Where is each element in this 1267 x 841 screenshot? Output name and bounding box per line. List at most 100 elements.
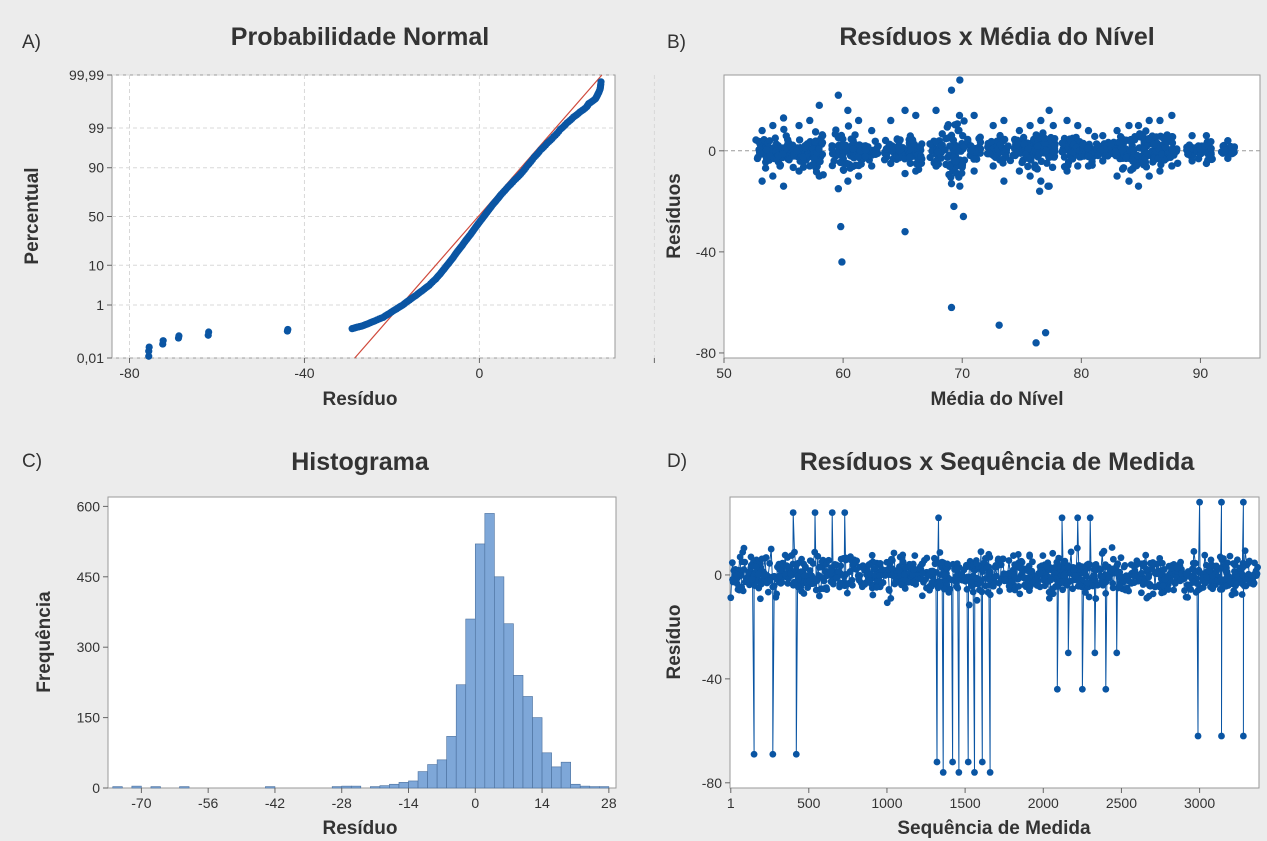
panel-d-point — [1184, 581, 1191, 589]
panel-b-xtick-label: 70 — [954, 365, 970, 381]
panel-c-bar — [579, 785, 591, 789]
panel-b-point — [799, 153, 807, 161]
panel-d-point — [1196, 498, 1203, 506]
panel-d-point — [963, 585, 971, 593]
panel-b-point — [967, 146, 976, 155]
panel-d-point — [1074, 514, 1082, 522]
panel-d-point — [815, 592, 823, 600]
panel-b-point — [771, 134, 779, 142]
panel-b-point — [779, 182, 788, 190]
panel-d-xtick-label: 1500 — [950, 795, 981, 811]
panel-b-point — [1040, 134, 1049, 143]
panel-d-point — [876, 572, 883, 580]
panel-d-point — [729, 578, 737, 586]
panel-b-point — [1207, 144, 1215, 153]
panel-a-point — [556, 125, 564, 133]
panel-d-point — [1181, 587, 1188, 594]
panel-d-label: D) — [667, 451, 687, 472]
panel-b-point — [782, 132, 790, 140]
panel-b-point — [1048, 163, 1057, 172]
panel-d-point — [918, 592, 926, 600]
panel-b-point — [1125, 121, 1133, 130]
panel-a-point — [537, 146, 545, 154]
panel-d-point — [1194, 732, 1202, 740]
panel-b-point — [958, 169, 966, 177]
panel-b-point — [1064, 161, 1072, 170]
panel-b-point — [1134, 182, 1143, 190]
panel-b-point — [926, 153, 934, 162]
panel-b-point — [851, 131, 859, 139]
panel-a-point — [449, 254, 457, 262]
panel-d-point — [814, 552, 822, 560]
panel-d-point — [928, 579, 936, 587]
panel-b-point — [1004, 142, 1012, 150]
panel-b-point — [894, 142, 903, 150]
panel-d-point — [984, 588, 992, 596]
panel-d-point — [953, 560, 961, 568]
panel-b-point — [901, 106, 909, 115]
panel-d-point — [1250, 579, 1258, 587]
panel-a-point — [475, 218, 484, 226]
panel-d-point — [1201, 579, 1209, 587]
panel-d-point — [822, 560, 830, 568]
panel-b-point — [1107, 140, 1115, 148]
panel-b-point — [945, 162, 954, 170]
panel-a-point — [504, 183, 512, 191]
panel-c-ylabel: Frequência — [34, 591, 55, 693]
panel-d-point — [1177, 558, 1184, 566]
panel-d-point — [1086, 514, 1094, 522]
panel-a-ylabel: Percentual — [22, 167, 43, 264]
panel-c-xtick-label: 14 — [534, 795, 550, 811]
panel-d-point — [773, 590, 781, 598]
panel-d-point — [764, 588, 772, 596]
panel-d-point — [1117, 554, 1125, 562]
panel-b-point — [1134, 121, 1143, 130]
panel-d-xtick-label: 3000 — [1184, 795, 1215, 811]
panel-b-point — [934, 148, 942, 156]
panel-d-point — [1049, 585, 1057, 593]
panel-d-point — [835, 568, 843, 575]
panel-d-point — [1137, 589, 1145, 597]
panel-b-point — [1074, 121, 1082, 130]
panel-b-ytick-label: 0 — [708, 143, 716, 159]
panel-b-point — [949, 136, 958, 144]
panel-a-ytick-label: 1 — [96, 297, 104, 313]
panel-d-point — [953, 583, 961, 591]
panel-d-point — [1125, 587, 1133, 595]
panel-a-plot-area — [111, 74, 616, 359]
panel-d-point — [1239, 571, 1246, 578]
panel-b-point — [958, 161, 967, 169]
panel-c-xtick-label: 0 — [471, 795, 479, 811]
panel-d-ylabel: Resíduo — [664, 605, 685, 680]
panel-d-point — [757, 580, 765, 588]
panel-b-point — [840, 141, 848, 150]
panel-b-point — [1156, 116, 1164, 125]
panel-d-point — [1082, 589, 1089, 596]
panel-a-point — [569, 113, 578, 121]
panel-b-point — [951, 121, 959, 129]
panel-a-point — [436, 270, 444, 278]
panel-d-point — [801, 572, 809, 579]
panel-a-point — [392, 305, 400, 313]
panel-d-point — [888, 565, 896, 572]
panel-b-point — [1202, 159, 1211, 168]
panel-d-point — [1053, 685, 1061, 693]
panel-d-point — [766, 577, 774, 585]
panel-a-point — [517, 170, 525, 178]
panel-a-point — [488, 201, 497, 209]
panel-b-point — [1012, 148, 1020, 157]
panel-d-point — [1005, 582, 1013, 590]
panel-d-point — [1031, 576, 1039, 584]
panel-d-point — [1067, 577, 1075, 585]
panel-a-ytick-label: 10 — [88, 257, 104, 273]
panel-b-point — [1019, 133, 1028, 142]
panel-d-point — [1192, 588, 1200, 596]
panel-c-bar — [494, 576, 505, 789]
panel-d-point — [841, 582, 849, 590]
panel-b-point — [1063, 116, 1071, 125]
panel-b-point — [1023, 154, 1032, 162]
panel-d-point — [1241, 547, 1249, 555]
panel-d-point — [937, 559, 945, 567]
panel-b-point — [970, 167, 978, 175]
panel-b-point — [1156, 167, 1164, 175]
